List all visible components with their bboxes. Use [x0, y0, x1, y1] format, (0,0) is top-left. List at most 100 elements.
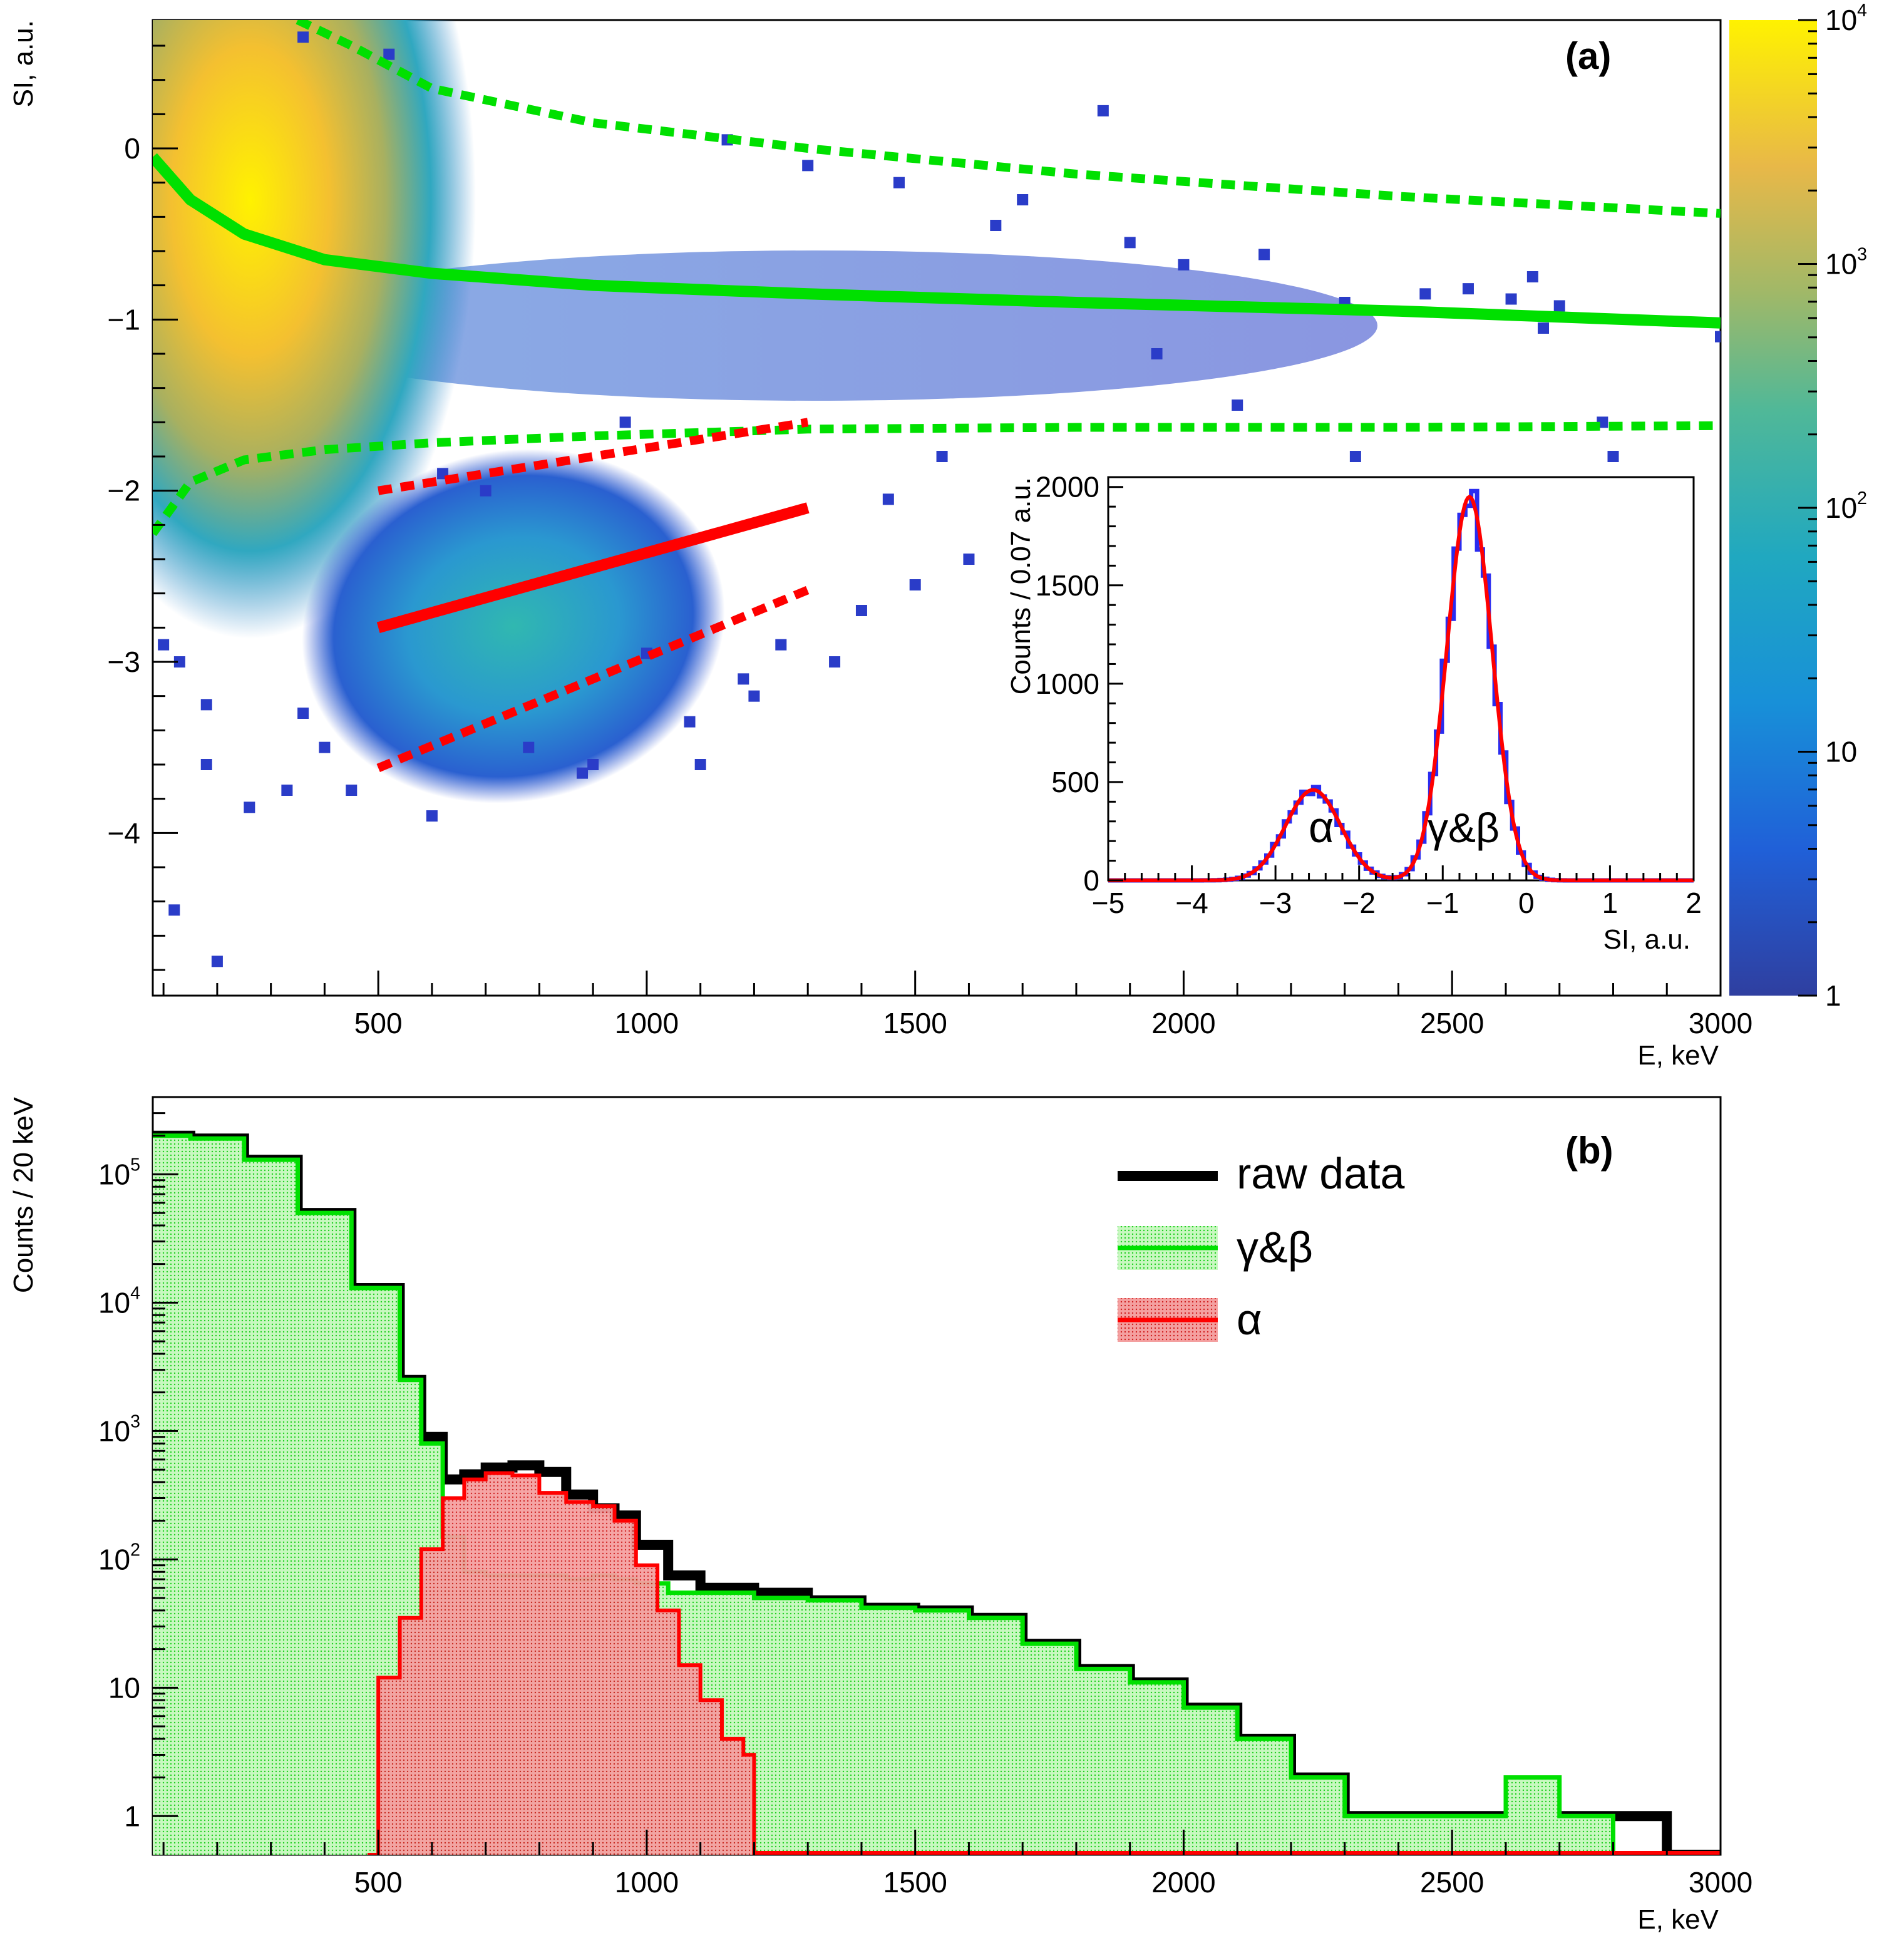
- x-tick-label: 1500: [883, 1866, 947, 1899]
- y-tick-label: 103: [98, 1411, 140, 1447]
- inset-y-axis-label: Counts / 0.07 a.u.: [1006, 477, 1036, 694]
- sparse-point: [893, 177, 905, 188]
- sparse-point: [281, 785, 293, 796]
- sparse-point: [200, 699, 212, 711]
- sparse-point: [1349, 451, 1361, 462]
- y-tick-label: 104: [98, 1283, 140, 1319]
- x-tick-label: 2000: [1151, 1866, 1215, 1899]
- x-tick-label: 1000: [615, 1007, 679, 1039]
- sparse-point: [882, 493, 894, 505]
- sparse-point: [802, 160, 814, 172]
- legend-item-gamma-beta: γ&β: [1118, 1223, 1313, 1272]
- colorbar-tick-label: 1: [1825, 979, 1841, 1012]
- sparse-point: [909, 579, 921, 590]
- fit-curve--lower: [376, 585, 810, 772]
- sparse-point: [168, 904, 180, 916]
- sparse-point: [963, 554, 975, 565]
- inset-x-axis-label: SI, a.u.: [1603, 924, 1690, 955]
- series-alpha: [368, 1471, 776, 1855]
- sparse-point: [1124, 237, 1136, 249]
- x-tick-label: 2000: [1151, 1007, 1215, 1039]
- colorbar-tick-label: 104: [1825, 1, 1867, 36]
- sparse-point: [829, 656, 841, 667]
- inset-x-tick-label: 1: [1602, 887, 1618, 919]
- legend-item-raw-data: raw data: [1118, 1149, 1405, 1198]
- fit-curve--upper: [296, 20, 1721, 218]
- sparse-point: [1607, 451, 1619, 462]
- x-tick-label: 2500: [1420, 1866, 1484, 1899]
- y-tick-label: 0: [124, 132, 140, 165]
- sparse-point: [297, 708, 309, 719]
- y-tick-label: −2: [108, 475, 140, 507]
- sparse-point: [775, 639, 787, 651]
- sparse-point: [748, 690, 760, 702]
- fit-curve--mean: [376, 502, 810, 633]
- inset-y-tick-label: 1000: [1036, 667, 1099, 700]
- sparse-point: [990, 220, 1002, 231]
- colorbar: 1 10 102 103 104: [1729, 1, 1867, 1012]
- y-tick-label: 10: [108, 1671, 140, 1704]
- inset-x-tick-label: −4: [1175, 887, 1208, 919]
- sparse-point: [1151, 348, 1163, 359]
- sparse-point: [738, 673, 749, 685]
- x-tick-label: 1500: [883, 1007, 947, 1039]
- panel-a-density: [153, 20, 1377, 803]
- x-tick-label: 3000: [1689, 1007, 1752, 1039]
- panel-b-y-axis-label: Counts / 20 keV: [8, 1096, 39, 1293]
- inset-y-tick-label: 500: [1051, 766, 1099, 798]
- x-tick-label: 500: [354, 1866, 403, 1899]
- sparse-point: [936, 451, 948, 462]
- series-gamma-beta: [153, 1133, 1721, 1855]
- colorbar-tick-label: 10: [1825, 736, 1857, 768]
- legend-item-alpha: α: [1118, 1295, 1262, 1344]
- sparse-point: [1526, 271, 1538, 282]
- sparse-point: [619, 416, 631, 428]
- sparse-point: [1462, 283, 1474, 295]
- x-tick-label: 2500: [1420, 1007, 1484, 1039]
- panel-a-x-axis-label: E, keV: [1637, 1040, 1719, 1071]
- sparse-point: [1538, 322, 1550, 334]
- sparse-point: [319, 741, 331, 753]
- fit-curve--upper: [378, 418, 809, 495]
- inset: −5 −4 −3 −2 −1 0 1 2 0 500 1000 1500 2000 α γ&β SI,…: [1006, 471, 1702, 955]
- sparse-point: [346, 785, 358, 796]
- inset-y-tick-label: 2000: [1036, 471, 1099, 503]
- sparse-point: [694, 759, 706, 770]
- sparse-point: [158, 639, 170, 651]
- legend: raw data γ&β α: [1118, 1149, 1405, 1344]
- fit-curve--mean: [153, 153, 1721, 329]
- panel-a-y-axis-label: SI, a.u.: [8, 20, 39, 107]
- panel-b-label: (b): [1565, 1130, 1613, 1172]
- sparse-point: [211, 956, 223, 967]
- series-alpha-fill: [368, 1473, 776, 1855]
- inset-annotation-gamma-beta: γ&β: [1428, 805, 1500, 851]
- sparse-point: [1419, 288, 1431, 300]
- legend-label-alpha: α: [1237, 1295, 1262, 1344]
- inset-x-tick-label: −3: [1259, 887, 1292, 919]
- x-tick-label: 3000: [1689, 1866, 1752, 1899]
- inset-x-tick-label: −2: [1342, 887, 1375, 919]
- sparse-point: [1258, 249, 1270, 260]
- sparse-point: [1715, 331, 1721, 343]
- sparse-point: [684, 716, 696, 728]
- sparse-point: [426, 810, 438, 822]
- legend-label-raw-data: raw data: [1237, 1149, 1405, 1198]
- y-tick-label: −1: [108, 303, 140, 336]
- sparse-point: [523, 741, 535, 753]
- inset-y-tick-label: 0: [1083, 864, 1099, 897]
- panel-b-x-axis-label: E, keV: [1637, 1904, 1719, 1935]
- sparse-point: [383, 48, 395, 60]
- y-tick-label: 105: [98, 1155, 140, 1190]
- inset-annotation-alpha: α: [1309, 803, 1334, 852]
- sparse-point: [1232, 399, 1243, 411]
- sparse-point: [1505, 293, 1517, 305]
- sparse-point: [577, 767, 589, 779]
- colorbar-tick-label: 103: [1825, 245, 1867, 281]
- sparse-point: [587, 759, 599, 770]
- fit-curve--lower: [153, 421, 1721, 537]
- panel-b: 500 1000 1500 2000 2500 3000 110102103104105 …: [8, 1096, 1752, 1935]
- y-tick-label: 1: [124, 1800, 140, 1832]
- sparse-point: [1178, 259, 1190, 271]
- inset-x-tick-label: 2: [1685, 887, 1702, 919]
- sparse-point: [200, 759, 212, 770]
